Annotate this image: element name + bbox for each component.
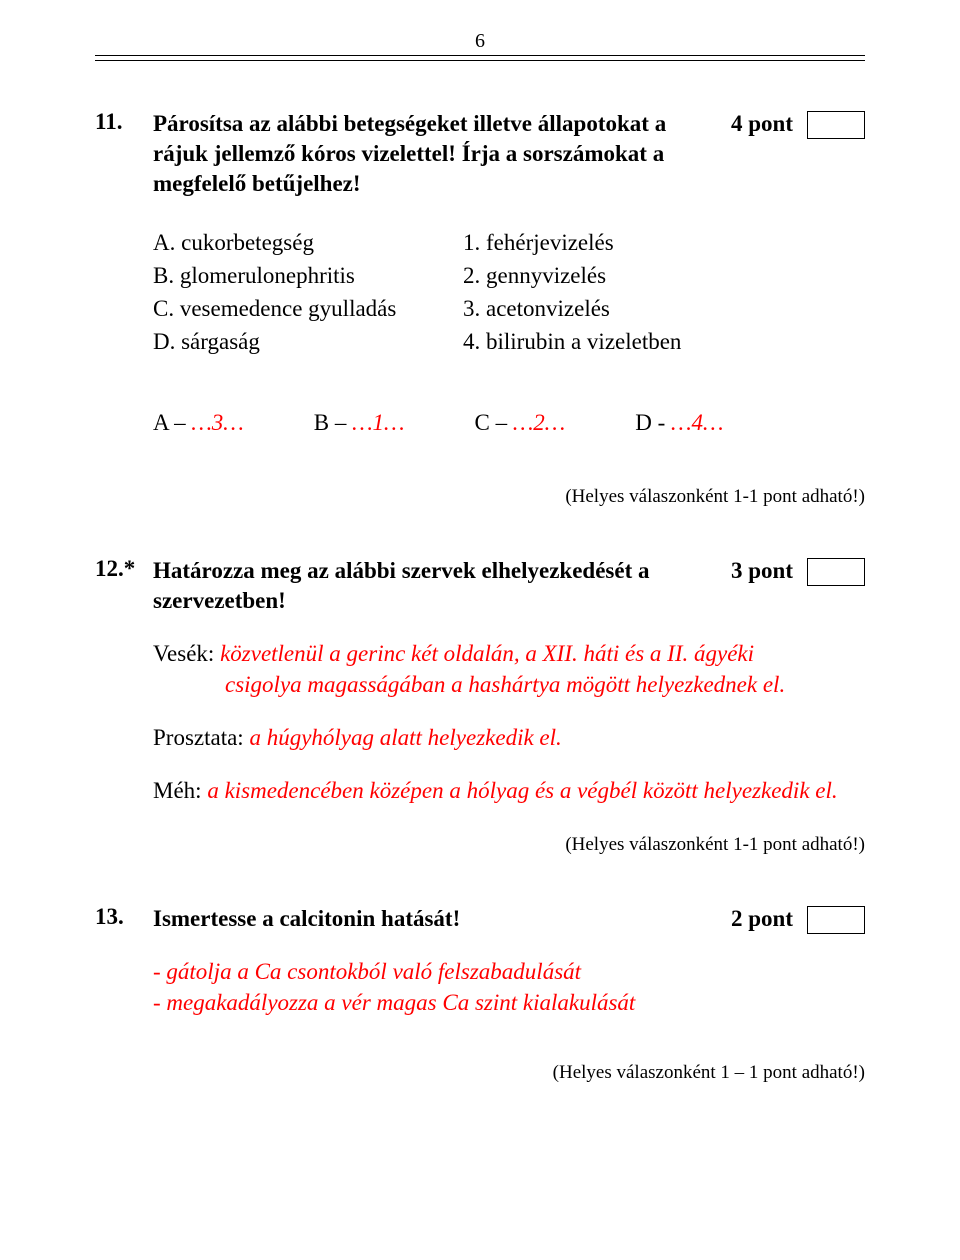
q11-ans-b-val: …1… bbox=[352, 410, 404, 435]
q11-ans-a: A – …3… bbox=[153, 407, 244, 438]
q11-opt-3: 3. acetonvizelés bbox=[463, 293, 865, 324]
question-13: 13. Ismertesse a calcitonin hatását! 2 p… bbox=[95, 904, 865, 1084]
q11-ans-d-label: D - bbox=[635, 410, 671, 435]
q11-ans-b-label: B – bbox=[314, 410, 352, 435]
q11-options-left: A. cukorbetegség B. glomerulonephritis C… bbox=[153, 227, 463, 359]
q11-title-line3: megfelelő betűjelhez! bbox=[153, 169, 865, 199]
page: 6 11. Párosítsa az alábbi betegségeket i… bbox=[0, 0, 960, 1260]
q11-title-area: Párosítsa az alábbi betegségeket illetve… bbox=[153, 109, 865, 199]
q11-options-right: 1. fehérjevizelés 2. gennyvizelés 3. ace… bbox=[463, 227, 865, 359]
q11-points-col: 4 pont bbox=[705, 109, 865, 139]
q11-ans-b: B – …1… bbox=[314, 407, 405, 438]
q12-points-label: 3 pont bbox=[731, 556, 793, 586]
q11-opt-a: A. cukorbetegség bbox=[153, 227, 463, 258]
question-11: 11. Párosítsa az alábbi betegségeket ill… bbox=[95, 109, 865, 508]
q12-meh: Méh: a kismedencében középen a hólyag és… bbox=[153, 775, 865, 806]
rule-top bbox=[95, 55, 865, 56]
q11-ans-c-val: …2… bbox=[513, 410, 565, 435]
q12-vesek-ans-l1: közvetlenül a gerinc két oldalán, a XII.… bbox=[220, 641, 754, 666]
q13-score-box[interactable] bbox=[807, 906, 865, 934]
q11-answer-line: A – …3… B – …1… C – …2… D - …4… bbox=[153, 407, 865, 438]
q11-body: A. cukorbetegség B. glomerulonephritis C… bbox=[153, 227, 865, 438]
q12-prosztata: Prosztata: a húgyhólyag alatt helyezkedi… bbox=[153, 722, 865, 753]
q11-number: 11. bbox=[95, 109, 153, 135]
rule-second bbox=[95, 60, 865, 61]
q12-score-box[interactable] bbox=[807, 558, 865, 586]
q11-score-box[interactable] bbox=[807, 111, 865, 139]
q13-points-label: 2 pont bbox=[731, 904, 793, 934]
q12-title-line2: szervezetben! bbox=[153, 586, 865, 616]
q12-number: 12.* bbox=[95, 556, 153, 582]
q11-opt-b: B. glomerulonephritis bbox=[153, 260, 463, 291]
q11-ans-a-label: A – bbox=[153, 410, 191, 435]
q11-ans-d-val: …4… bbox=[671, 410, 723, 435]
q11-opt-4: 4. bilirubin a vizeletben bbox=[463, 326, 865, 357]
q13-bullet-1: - gátolja a Ca csontokból való felszabad… bbox=[153, 956, 865, 987]
q11-header: 11. Párosítsa az alábbi betegségeket ill… bbox=[95, 109, 865, 199]
q11-opt-c: C. vesemedence gyulladás bbox=[153, 293, 463, 324]
q11-ans-a-val: …3… bbox=[191, 410, 243, 435]
q11-ans-d: D - …4… bbox=[635, 407, 723, 438]
q13-points-col: 2 pont bbox=[705, 904, 865, 934]
q12-vesek-label: Vesék: bbox=[153, 641, 220, 666]
q12-points-col: 3 pont bbox=[705, 556, 865, 586]
q12-prosztata-label: Prosztata: bbox=[153, 725, 249, 750]
q11-ans-c-label: C – bbox=[475, 410, 513, 435]
q13-title-area: Ismertesse a calcitonin hatását! 2 pont bbox=[153, 904, 865, 934]
q12-note: (Helyes válaszonként 1-1 pont adható!) bbox=[95, 834, 865, 856]
q12-meh-label: Méh: bbox=[153, 778, 207, 803]
q13-body: - gátolja a Ca csontokból való felszabad… bbox=[153, 956, 865, 1018]
q11-title-line1: Párosítsa az alábbi betegségeket illetve… bbox=[153, 109, 705, 139]
q12-vesek: Vesék: közvetlenül a gerinc két oldalán,… bbox=[153, 638, 865, 700]
q13-number: 13. bbox=[95, 904, 153, 930]
q11-points-label: 4 pont bbox=[731, 109, 793, 139]
q13-bullet-2: - megakadályozza a vér magas Ca szint ki… bbox=[153, 987, 865, 1018]
q11-opt-1: 1. fehérjevizelés bbox=[463, 227, 865, 258]
q12-prosztata-ans: a húgyhólyag alatt helyezkedik el. bbox=[249, 725, 561, 750]
q12-title-line1: Határozza meg az alábbi szervek elhelyez… bbox=[153, 556, 705, 586]
q13-header: 13. Ismertesse a calcitonin hatását! 2 p… bbox=[95, 904, 865, 934]
question-12: 12.* Határozza meg az alábbi szervek elh… bbox=[95, 556, 865, 856]
q12-vesek-ans-l2: csigolya magasságában a hashártya mögött… bbox=[225, 672, 785, 697]
q13-note: (Helyes válaszonként 1 – 1 pont adható!) bbox=[95, 1062, 865, 1084]
q12-title-area: Határozza meg az alábbi szervek elhelyez… bbox=[153, 556, 865, 616]
q12-body: Vesék: közvetlenül a gerinc két oldalán,… bbox=[153, 638, 865, 806]
q11-opt-2: 2. gennyvizelés bbox=[463, 260, 865, 291]
q11-options: A. cukorbetegség B. glomerulonephritis C… bbox=[153, 227, 865, 359]
page-number: 6 bbox=[95, 30, 865, 53]
q11-ans-c: C – …2… bbox=[475, 407, 566, 438]
q13-title: Ismertesse a calcitonin hatását! bbox=[153, 904, 705, 934]
q12-header: 12.* Határozza meg az alábbi szervek elh… bbox=[95, 556, 865, 616]
q11-opt-d: D. sárgaság bbox=[153, 326, 463, 357]
q11-title-line2: rájuk jellemző kóros vizelettel! Írja a … bbox=[153, 139, 865, 169]
q12-meh-ans: a kismedencében középen a hólyag és a vé… bbox=[207, 778, 837, 803]
q11-note: (Helyes válaszonként 1-1 pont adható!) bbox=[95, 486, 865, 508]
